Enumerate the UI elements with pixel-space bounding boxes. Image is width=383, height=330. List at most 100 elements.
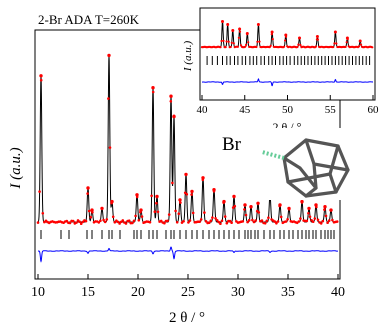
- inset-observed-point: [269, 44, 272, 47]
- main-observed-point: [308, 215, 312, 218]
- inset-observed-point: [345, 41, 348, 44]
- inset-y-axis-label: I (a.u.): [182, 41, 194, 73]
- inset-observed-peak: [226, 23, 230, 26]
- inset-observed-peak: [298, 36, 301, 40]
- main-observed-point: [89, 215, 93, 219]
- main-observed-point: [188, 219, 192, 222]
- main-observed-point: [214, 217, 217, 220]
- main-observed-point: [39, 78, 43, 82]
- main-observed-point: [199, 218, 203, 221]
- inset-x-tick-label: 60: [368, 104, 380, 116]
- main-observed-point: [191, 211, 195, 215]
- main-observed-point: [156, 210, 160, 214]
- main-x-tick-label: 30: [231, 285, 245, 300]
- main-observed-point: [331, 218, 334, 222]
- main-observed-point: [267, 216, 270, 219]
- main-observed-point: [121, 219, 125, 222]
- inset-observed-point: [284, 39, 287, 42]
- main-observed-point: [179, 201, 182, 204]
- main-observed-point: [203, 211, 206, 214]
- main-observed-point: [41, 212, 45, 215]
- main-difference-line: [38, 246, 338, 263]
- main-observed-point: [204, 220, 208, 223]
- inset-observed-point: [245, 43, 248, 47]
- main-observed-point: [124, 222, 128, 225]
- main-observed-point: [151, 90, 155, 94]
- inset-observed-point: [297, 43, 300, 46]
- main-observed-point: [220, 219, 224, 223]
- main-observed-point: [327, 219, 331, 222]
- main-observed-point: [132, 219, 136, 223]
- main-observed-point: [116, 220, 120, 224]
- main-observed-point: [155, 201, 158, 205]
- main-observed-point: [233, 204, 237, 208]
- main-observed-point: [86, 192, 89, 195]
- inset-observed-point: [229, 45, 232, 49]
- adamantane-molecule-icon: Br: [222, 128, 361, 200]
- main-observed-point: [38, 190, 41, 193]
- main-observed-peak: [172, 114, 176, 119]
- main-observed-point: [134, 214, 137, 218]
- main-observed-peak: [278, 203, 282, 207]
- inset-observed-point: [236, 45, 239, 48]
- inset-observed-point: [238, 30, 242, 33]
- main-observed-peak: [329, 208, 333, 212]
- inset-observed-point: [225, 40, 228, 43]
- main-observed-point: [316, 218, 320, 222]
- main-observed-peak: [314, 203, 318, 207]
- main-observed-point: [313, 217, 317, 220]
- main-observed-point: [260, 219, 264, 222]
- inset-observed-point: [296, 45, 299, 49]
- main-observed-point: [177, 212, 181, 215]
- main-observed-peak: [287, 206, 291, 211]
- main-observed-point: [153, 210, 157, 213]
- main-observed-peak: [232, 194, 236, 199]
- inset-observed-point: [256, 40, 259, 43]
- main-observed-peak: [139, 208, 143, 212]
- inset-observed-peak: [333, 30, 337, 34]
- main-observed-peak: [169, 94, 173, 98]
- main-observed-peak: [249, 205, 253, 209]
- main-observed-point: [127, 219, 131, 222]
- main-observed-point: [228, 219, 232, 223]
- main-observed-point: [207, 221, 211, 224]
- main-observed-point: [198, 220, 201, 223]
- main-observed-point: [241, 220, 245, 223]
- main-observed-point: [99, 219, 102, 222]
- main-observed-point: [79, 222, 83, 225]
- main-observed-point: [217, 220, 221, 224]
- inset-observed-point: [359, 43, 363, 46]
- inset-observed-point: [232, 42, 235, 45]
- inset-observed-point: [316, 38, 319, 41]
- main-observed-point: [169, 100, 173, 103]
- main-x-tick-label: 20: [131, 285, 145, 300]
- main-observed-point: [246, 220, 249, 224]
- inset-observed-point: [227, 40, 230, 43]
- main-observed-point: [107, 97, 110, 100]
- inset-observed-point: [332, 45, 335, 49]
- main-observed-point: [305, 219, 309, 223]
- main-observed-peak: [39, 74, 43, 78]
- inset-observed-peak: [284, 33, 288, 37]
- inset-observed-peak: [256, 23, 260, 26]
- inset-observed-point: [237, 36, 240, 39]
- main-observed-peak: [155, 194, 159, 199]
- inset-observed-point: [371, 46, 374, 49]
- inset-observed-peak: [221, 20, 224, 23]
- main-observed-point: [319, 222, 323, 225]
- main-observed-peak: [110, 199, 114, 204]
- main-x-tick-label: 15: [81, 285, 95, 300]
- main-observed-point: [326, 221, 329, 224]
- inset-observed-point: [271, 38, 274, 41]
- main-observed-point: [36, 221, 40, 224]
- main-observed-point: [65, 219, 69, 223]
- main-observed-point: [103, 220, 107, 224]
- inset-x-tick-label: 45: [239, 104, 251, 116]
- main-x-tick-label: 25: [181, 285, 195, 300]
- main-observed-point: [84, 219, 88, 223]
- main-observed-point: [323, 208, 326, 211]
- inset-plot-frame: [199, 7, 376, 101]
- inset-observed-peak: [358, 39, 362, 43]
- main-observed-point: [265, 219, 269, 223]
- main-observed-point: [257, 211, 261, 214]
